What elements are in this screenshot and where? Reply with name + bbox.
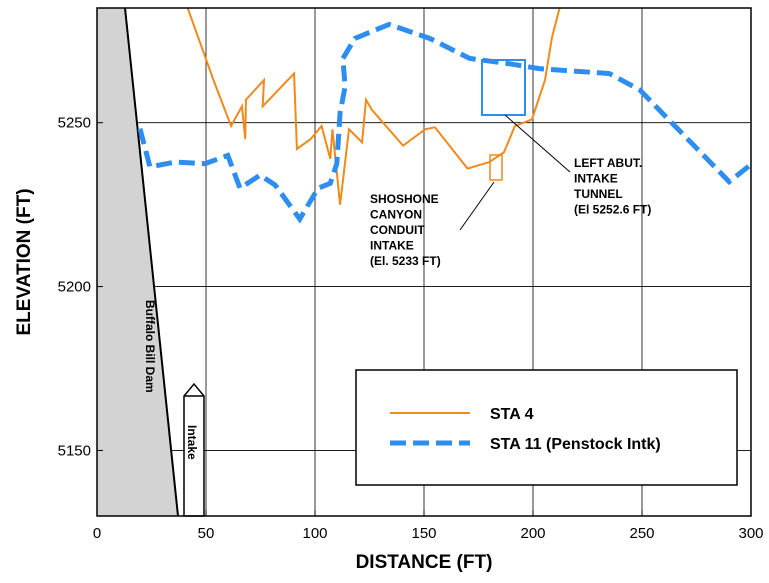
legend-label: STA 4	[490, 406, 534, 423]
y-tick-label: 5250	[58, 115, 91, 132]
x-tick-label: 300	[738, 525, 763, 542]
y-tick-label: 5200	[58, 279, 91, 296]
series-line	[137, 21, 751, 224]
dam-label: Buffalo Bill Dam	[143, 300, 157, 393]
annotation: (El 5252.6 FT)	[574, 203, 651, 217]
leader-line	[459, 181, 495, 231]
x-tick-label: 150	[411, 525, 436, 542]
annotation: SHOSHONE	[370, 192, 439, 206]
annotation: LEFT ABUT.	[574, 156, 642, 170]
legend	[355, 369, 738, 486]
annotation: INTAKE	[370, 239, 414, 253]
annotation: (El. 5233 FT)	[370, 254, 441, 268]
x-tick-label: 200	[520, 525, 545, 542]
left-abut-box	[481, 59, 526, 116]
x-tick-label: 0	[93, 525, 101, 542]
annotation: CONDUIT	[370, 223, 425, 237]
annotation: CANYON	[370, 208, 422, 222]
x-axis-label: DISTANCE (FT)	[356, 552, 493, 573]
annotation: TUNNEL	[574, 187, 623, 201]
x-tick-label: 50	[198, 525, 215, 542]
y-axis-label: ELEVATION (FT)	[14, 188, 35, 335]
x-tick-label: 100	[302, 525, 327, 542]
dam-face	[124, 7, 179, 517]
legend-label: STA 11 (Penstock Intk)	[490, 436, 661, 453]
x-tick-label: 250	[629, 525, 654, 542]
dam-shape	[97, 8, 178, 516]
series-line	[186, 8, 561, 205]
leader-line	[504, 114, 571, 173]
intake-label: Intake	[185, 425, 199, 460]
shoshone-box	[489, 154, 503, 181]
y-tick-label: 5150	[58, 442, 91, 459]
annotation: INTAKE	[574, 172, 618, 186]
